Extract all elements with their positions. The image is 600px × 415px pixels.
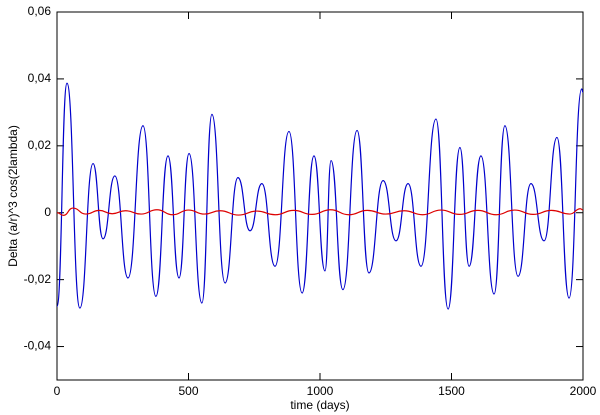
y-tick-label: 0,02 xyxy=(28,138,52,152)
y-axis-label: Delta (a/r)^3 cos(2lambda) xyxy=(6,125,20,267)
y-tick-label: 0,06 xyxy=(28,4,52,18)
series-line xyxy=(56,82,584,310)
x-tick-label: 2000 xyxy=(570,384,597,398)
x-tick-label: 1000 xyxy=(307,384,334,398)
y-tick-label: -0,02 xyxy=(24,272,52,286)
x-axis-label: time (days) xyxy=(290,398,349,412)
series-line xyxy=(56,207,584,217)
y-tick-label: -0,04 xyxy=(24,339,52,353)
x-tick-label: 0 xyxy=(54,384,61,398)
x-tick-label: 1500 xyxy=(438,384,465,398)
y-tick-label: 0 xyxy=(44,205,51,219)
x-tick-label: 500 xyxy=(178,384,198,398)
y-tick-label: 0,04 xyxy=(28,71,52,85)
